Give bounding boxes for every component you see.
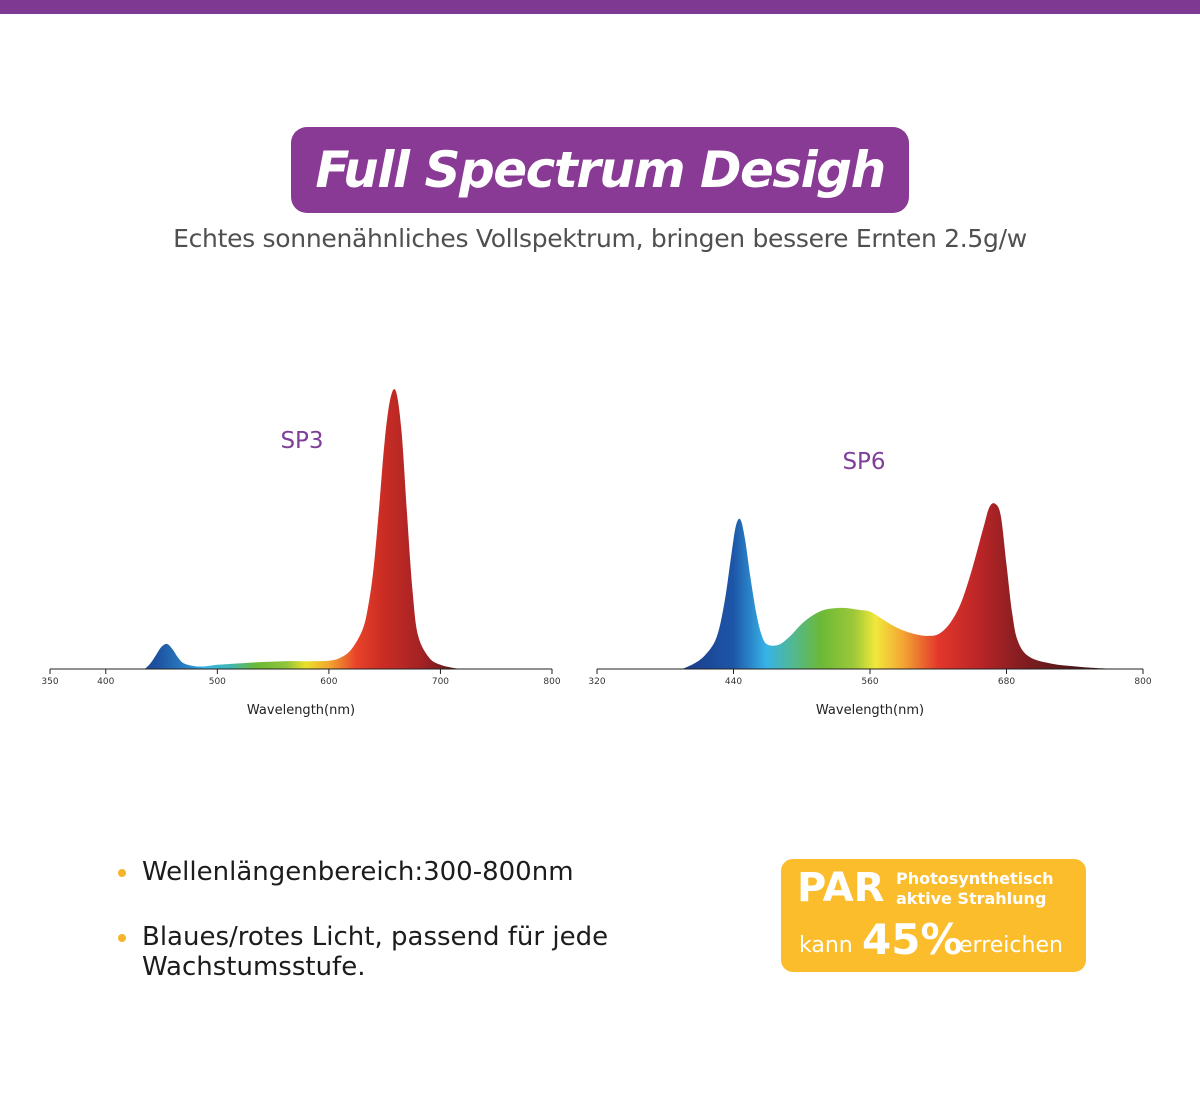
sp3-spectrum-area <box>144 388 463 669</box>
sp6-tick-label: 320 <box>588 677 605 687</box>
par-description-line2: aktive Strahlung <box>896 889 1047 908</box>
sp6-tick-label: 800 <box>1134 677 1151 687</box>
title-banner: Full Spectrum Desigh <box>291 127 909 213</box>
sp3-tick-label: 600 <box>320 677 337 687</box>
sp3-tick-label: 800 <box>543 677 560 687</box>
sp3-tick-label: 500 <box>209 677 226 687</box>
sp6-tick-label: 440 <box>725 677 742 687</box>
bullet-dot <box>118 934 126 942</box>
page-title: Full Spectrum Desigh <box>315 141 886 199</box>
par-description-line1: Photosynthetisch <box>896 869 1054 888</box>
feature-text: Blaues/rotes Licht, passend für jede <box>142 922 609 952</box>
sp3-x-axis-label: Wavelength(nm) <box>247 703 355 718</box>
feature-text: Wellenlängenbereich:300-800nm <box>142 857 574 887</box>
sp3-tick-label: 400 <box>97 677 114 687</box>
par-badge: PAR Photosynthetisch aktive Strahlung ka… <box>781 859 1086 972</box>
feature-text: Wachstumsstufe. <box>142 952 366 982</box>
par-suffix: erreichen <box>959 933 1063 958</box>
par-label: PAR <box>797 865 885 911</box>
sp3-chart-title: SP3 <box>280 428 323 454</box>
sp6-spectrum-area <box>682 503 1132 669</box>
par-prefix: kann <box>799 933 853 958</box>
sp6-tick-label: 560 <box>861 677 878 687</box>
sp6-tick-label: 680 <box>998 677 1015 687</box>
sp6-chart-title: SP6 <box>842 449 885 475</box>
sp3-tick-label: 700 <box>432 677 449 687</box>
par-percent: 45% <box>862 915 963 964</box>
sp6-x-axis-label: Wavelength(nm) <box>816 703 924 718</box>
bullet-dot <box>118 869 126 877</box>
sp3-tick-label: 350 <box>41 677 58 687</box>
page-subtitle: Echtes sonnenähnliches Vollspektrum, bri… <box>173 224 1027 253</box>
top-accent-bar <box>0 0 1200 14</box>
